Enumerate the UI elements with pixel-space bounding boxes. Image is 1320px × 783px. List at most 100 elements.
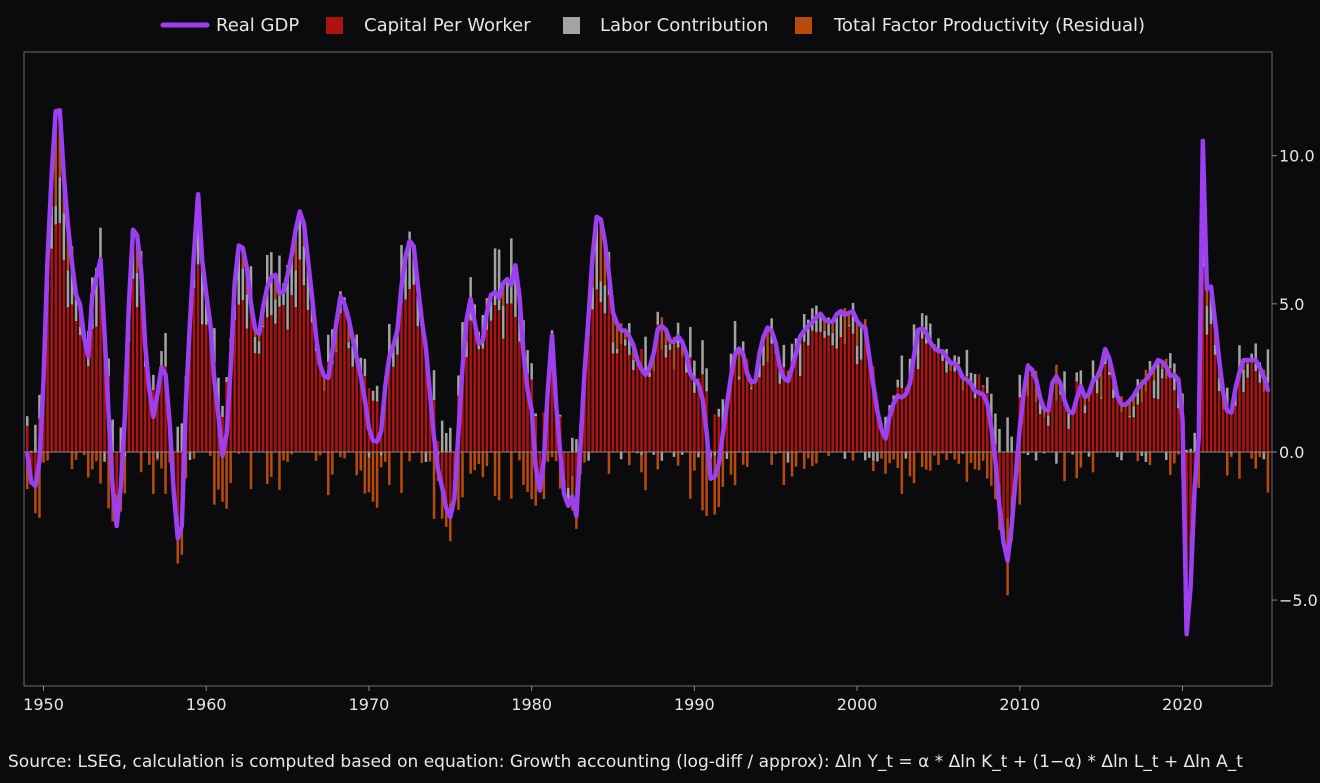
- capital-per-worker-bar: [672, 369, 676, 452]
- capital-per-worker-bar: [591, 309, 594, 452]
- capital-per-worker-bar: [981, 386, 985, 452]
- labor-contribution-bar: [1132, 406, 1135, 418]
- capital-per-worker-bar: [510, 303, 513, 452]
- capital-per-worker-bar: [449, 451, 452, 504]
- capital-per-worker-bar: [355, 358, 359, 452]
- capital-per-worker-bar: [916, 369, 920, 452]
- capital-per-worker-bar: [839, 337, 843, 452]
- labor-contribution-bar: [859, 328, 863, 360]
- capital-per-worker-bar: [469, 320, 472, 452]
- capital-per-worker-bar: [30, 451, 33, 476]
- x-tick-label: 1950: [23, 695, 64, 714]
- labor-contribution-bar: [1140, 451, 1144, 456]
- capital-per-worker-bar: [1026, 396, 1030, 452]
- capital-per-worker-bar: [54, 224, 57, 452]
- tfp-residual-bar: [209, 451, 212, 456]
- capital-per-worker-bar: [807, 345, 810, 452]
- capital-per-worker-bar: [1221, 408, 1225, 452]
- capital-per-worker-bar: [1148, 376, 1152, 452]
- capital-per-worker-bar: [253, 353, 257, 452]
- capital-per-worker-bar: [1230, 407, 1233, 452]
- capital-per-worker-bar: [196, 264, 200, 452]
- labor-contribution-bar: [388, 323, 391, 357]
- labor-contribution-bar: [664, 344, 668, 358]
- capital-per-worker-bar: [1030, 376, 1034, 452]
- labor-contribution-bar: [1169, 353, 1172, 369]
- tfp-residual-bar: [339, 451, 342, 458]
- tfp-residual-bar: [367, 457, 371, 493]
- labor-contribution-bar: [1063, 371, 1066, 406]
- x-tick-label: 2020: [1162, 695, 1203, 714]
- labor-contribution-bar: [534, 413, 537, 417]
- capital-per-worker-bar: [949, 370, 952, 452]
- tfp-residual-bar: [1083, 397, 1087, 406]
- capital-per-worker-bar: [713, 414, 716, 452]
- labor-contribution-bar: [152, 374, 155, 391]
- capital-per-worker-bar: [725, 407, 729, 452]
- labor-contribution-bar: [160, 351, 163, 370]
- tfp-residual-bar: [745, 453, 749, 467]
- tfp-residual-bar: [473, 451, 476, 471]
- labor-contribution-bar: [648, 372, 651, 377]
- labor-contribution-bar: [327, 334, 330, 362]
- tfp-residual-bar: [717, 451, 721, 507]
- tfp-residual-bar: [440, 481, 444, 519]
- capital-per-worker-bar: [1152, 398, 1156, 452]
- capital-per-worker-bar: [481, 348, 485, 452]
- labor-contribution-bar: [1148, 361, 1152, 377]
- tfp-residual-bar: [689, 451, 692, 499]
- tfp-residual-bar: [1225, 451, 1229, 476]
- tfp-residual-bar: [957, 451, 961, 464]
- capital-per-worker-bar: [888, 419, 891, 452]
- labor-contribution-bar: [176, 426, 180, 452]
- labor-contribution-bar: [432, 370, 436, 401]
- tfp-residual-bar: [924, 451, 928, 470]
- labor-contribution-bar: [1217, 377, 1221, 392]
- labor-contribution-bar: [505, 278, 509, 304]
- tfp-residual-bar: [937, 451, 940, 465]
- capital-per-worker-bar: [575, 451, 578, 487]
- tfp-residual-bar: [615, 323, 619, 349]
- labor-contribution-bar: [107, 358, 110, 377]
- tfp-residual-bar: [497, 451, 501, 501]
- y-tick-label: 5.0: [1279, 295, 1304, 314]
- labor-contribution-bar: [278, 255, 281, 307]
- capital-per-worker-bar: [819, 331, 822, 452]
- labor-contribution-bar: [335, 350, 338, 352]
- capital-per-worker-bar: [1242, 392, 1245, 452]
- labor-contribution-bar: [941, 349, 944, 361]
- labor-contribution-bar: [1156, 363, 1160, 400]
- labor-contribution-bar: [823, 330, 826, 338]
- capital-per-worker-bar: [209, 328, 212, 452]
- tfp-residual-bar: [1099, 367, 1103, 398]
- labor-contribution-bar: [1205, 306, 1209, 335]
- labor-contribution-bar: [1185, 449, 1188, 452]
- capital-per-worker-bar: [660, 349, 664, 452]
- tfp-residual-bar: [432, 451, 436, 519]
- tfp-residual-bar: [379, 455, 383, 468]
- capital-per-worker-bar: [599, 302, 603, 452]
- labor-contribution-bar: [839, 314, 843, 338]
- tfp-residual-bar: [286, 451, 289, 462]
- capital-per-worker-bar: [25, 425, 29, 452]
- capital-per-worker-bar: [1217, 391, 1221, 452]
- labor-contribution-bar: [164, 332, 167, 367]
- tfp-residual-bar: [550, 451, 554, 458]
- labor-contribution-bar: [896, 379, 900, 388]
- tfp-residual-bar: [444, 506, 448, 527]
- capital-per-worker-bar: [1087, 401, 1091, 452]
- labor-contribution-bar: [1042, 451, 1046, 454]
- labor-contribution-bar: [807, 319, 810, 346]
- capital-per-worker-bar: [912, 348, 916, 452]
- capital-per-worker-bar: [961, 390, 965, 452]
- capital-per-worker-bar: [1234, 405, 1237, 452]
- tfp-residual-bar: [766, 327, 769, 362]
- capital-per-worker-bar: [892, 403, 895, 452]
- capital-per-worker-bar: [644, 371, 647, 452]
- tfp-residual-bar: [265, 451, 269, 485]
- capital-per-worker-bar: [1006, 451, 1009, 519]
- labor-contribution-bar: [367, 451, 371, 458]
- labor-contribution-bar: [733, 320, 737, 354]
- capital-per-worker-bar: [78, 335, 82, 452]
- labor-contribution-bar: [990, 393, 993, 428]
